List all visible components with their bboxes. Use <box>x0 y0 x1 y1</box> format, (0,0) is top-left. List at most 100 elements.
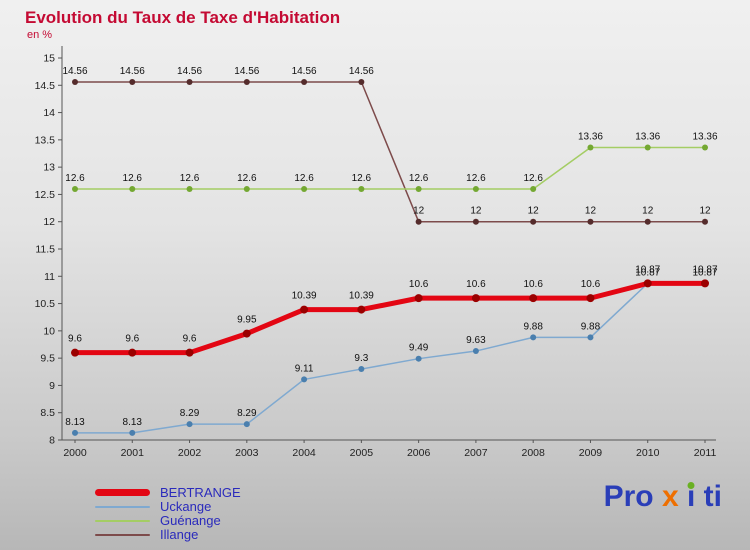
y-tick-label: 9.5 <box>40 353 55 365</box>
chart-subtitle: en % <box>27 29 53 41</box>
data-point <box>186 421 193 428</box>
y-tick-label: 12.5 <box>35 189 56 201</box>
series-line-BERTRANGE <box>72 280 708 356</box>
data-point <box>301 376 308 383</box>
data-point <box>415 355 422 362</box>
logo-part-x: x <box>661 480 679 513</box>
x-tick-label: 2004 <box>292 447 316 459</box>
data-label: 10.87 <box>692 267 717 278</box>
legend-item-0: BERTRANGE <box>95 485 241 500</box>
data-label: 14.56 <box>62 66 87 77</box>
data-label: 12.6 <box>466 173 486 184</box>
x-tick-label: 2002 <box>178 447 202 459</box>
x-tick-label: 2011 <box>694 447 717 459</box>
legend-label: BERTRANGE <box>160 485 241 500</box>
data-label: 12.6 <box>65 173 85 184</box>
data-point <box>71 348 79 357</box>
chart-title: Evolution du Taux de Taxe d'Habitation <box>25 8 341 27</box>
data-label: 8.13 <box>123 417 143 428</box>
data-label: 9.11 <box>295 363 314 374</box>
data-point <box>530 218 537 225</box>
data-label: 14.56 <box>292 66 317 77</box>
y-tick-label: 11 <box>44 271 55 283</box>
data-label: 9.6 <box>125 334 139 345</box>
data-point <box>587 218 594 225</box>
data-label: 12 <box>642 206 654 217</box>
data-point <box>644 218 651 225</box>
legend-item-3: Illange <box>95 527 241 542</box>
data-point <box>587 334 594 341</box>
data-point <box>301 185 308 192</box>
data-label: 9.49 <box>409 343 429 354</box>
data-label: 12.6 <box>180 173 200 184</box>
y-tick-label: 8 <box>49 435 55 447</box>
data-point <box>472 348 479 355</box>
x-tick-label: 2003 <box>235 447 259 459</box>
logo-part-pro: Pro <box>603 480 654 513</box>
legend-swatch <box>95 519 150 522</box>
x-tick-label: 2007 <box>464 447 488 459</box>
y-tick-label: 11.5 <box>35 244 55 256</box>
legend-label: Illange <box>160 527 199 542</box>
data-point <box>358 366 365 373</box>
data-label: 9.6 <box>68 334 82 345</box>
data-point <box>530 334 537 341</box>
data-point <box>415 185 422 192</box>
data-point <box>72 79 78 86</box>
data-point <box>129 185 136 192</box>
y-tick-label: 13 <box>43 162 55 174</box>
legend-item-2: Guénange <box>95 513 241 528</box>
data-point <box>128 348 137 357</box>
data-point <box>185 348 194 357</box>
data-label: 10.87 <box>635 267 660 278</box>
data-point <box>471 294 480 303</box>
data-label: 8.29 <box>180 408 200 419</box>
data-label: 9.88 <box>581 321 601 332</box>
logo-part-i-green-dot: i <box>686 480 696 513</box>
data-label: 10.6 <box>581 279 601 290</box>
data-label: 12.6 <box>237 173 257 184</box>
x-tick-label: 2008 <box>522 447 546 459</box>
data-point <box>357 305 366 314</box>
data-point <box>529 294 538 303</box>
data-point <box>644 144 651 151</box>
y-tick-label: 9 <box>49 380 55 392</box>
data-label: 12.6 <box>294 173 314 184</box>
y-tick-label: 10.5 <box>35 298 56 310</box>
data-point <box>186 185 193 192</box>
legend-swatch <box>95 533 150 536</box>
data-point <box>415 218 422 225</box>
data-point <box>586 294 595 303</box>
data-point <box>129 429 136 436</box>
data-label: 10.39 <box>292 291 317 302</box>
data-label: 9.88 <box>523 321 543 332</box>
series-line-Uckange <box>74 282 706 434</box>
data-point <box>243 185 250 192</box>
x-tick-label: 2005 <box>350 447 374 459</box>
data-point <box>186 79 193 86</box>
data-label: 9.6 <box>183 334 197 345</box>
data-label: 8.13 <box>65 417 85 428</box>
y-tick-label: 8.5 <box>40 407 55 419</box>
legend-item-1: Uckange <box>95 499 241 514</box>
data-label: 12.6 <box>409 173 429 184</box>
data-label: 14.56 <box>177 66 202 77</box>
data-label: 12.6 <box>352 173 372 184</box>
y-tick-label: 13.5 <box>35 134 56 146</box>
x-tick-label: 2000 <box>63 447 87 459</box>
data-label: 14.56 <box>120 66 145 77</box>
y-tick-label: 14.5 <box>35 80 56 92</box>
data-point <box>72 185 78 192</box>
x-tick-label: 2009 <box>579 447 603 459</box>
data-label: 8.29 <box>237 408 257 419</box>
data-point <box>243 79 250 86</box>
y-tick-label: 12 <box>43 216 55 228</box>
y-tick-label: 10 <box>43 325 55 337</box>
data-label: 10.6 <box>466 279 486 290</box>
proxiti-logo: Pro x i ti <box>604 480 722 514</box>
series-line-Illange <box>74 81 706 223</box>
series-line-Guénange <box>74 146 706 190</box>
data-point <box>701 279 709 288</box>
